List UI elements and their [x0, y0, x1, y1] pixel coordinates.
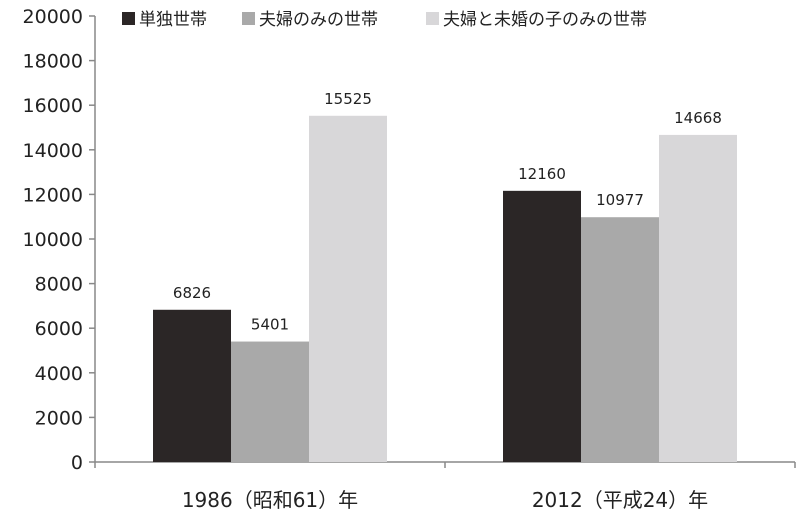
y-tick-label: 18000: [23, 51, 83, 73]
legend-label: 夫婦のみの世帯: [259, 10, 378, 30]
data-label: 15525: [324, 90, 372, 108]
x-category-label: 1986（昭和61）年: [182, 488, 358, 512]
y-tick-label: 12000: [23, 184, 83, 206]
y-tick-label: 10000: [23, 229, 83, 251]
data-label: 10977: [596, 191, 644, 209]
bar: [581, 217, 659, 462]
data-label: 6826: [173, 284, 211, 302]
data-label: 14668: [674, 109, 722, 127]
bar: [503, 190, 581, 462]
y-tick-label: 2000: [35, 407, 83, 429]
y-tick-label: 8000: [35, 274, 83, 296]
y-axis: 0 2000 4000 6000 8000 10000 12000 14000 16000 180…: [23, 6, 96, 474]
legend: 単独世帯 夫婦のみの世帯 夫婦と未婚の子のみの世帯: [122, 10, 647, 30]
bars: [153, 115, 737, 462]
y-tick-label: 16000: [23, 95, 83, 117]
bar: [309, 115, 387, 462]
data-label: 12160: [518, 165, 566, 183]
legend-swatch: [242, 12, 255, 25]
bar: [231, 341, 309, 462]
bar: [153, 309, 231, 462]
y-tick-label: 4000: [35, 363, 83, 385]
legend-swatch: [426, 12, 439, 25]
legend-label: 夫婦と未婚の子のみの世帯: [443, 10, 647, 30]
bar: [659, 134, 737, 462]
y-tick-label: 0: [71, 452, 83, 474]
y-tick-label: 14000: [23, 140, 83, 162]
y-tick-label: 6000: [35, 318, 83, 340]
data-labels: 6826 5401 15525 12160 10977 14668: [173, 90, 722, 334]
data-label: 5401: [251, 316, 289, 334]
legend-swatch: [122, 12, 135, 25]
legend-label: 単独世帯: [139, 10, 207, 30]
y-tick-label: 20000: [23, 6, 83, 28]
x-category-label: 2012（平成24）年: [532, 488, 708, 512]
x-axis: 1986（昭和61）年 2012（平成24）年: [94, 461, 796, 512]
